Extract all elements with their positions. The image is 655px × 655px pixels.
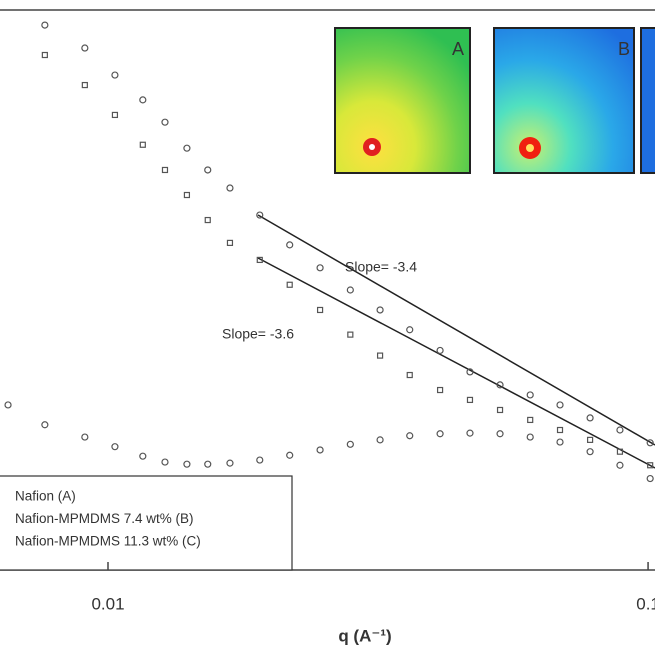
point	[556, 426, 564, 434]
point	[41, 51, 48, 59]
point	[466, 368, 474, 376]
point	[41, 21, 49, 29]
x-axis-label: q (A⁻¹)	[338, 626, 391, 645]
point	[376, 352, 384, 359]
point	[616, 426, 624, 434]
point	[139, 452, 147, 460]
point	[226, 459, 234, 467]
point	[226, 184, 234, 192]
point	[111, 111, 119, 119]
point	[161, 166, 169, 174]
inset-label: A	[452, 39, 464, 59]
point	[406, 326, 414, 334]
point	[256, 211, 264, 219]
data-marks	[4, 21, 654, 483]
point	[346, 286, 354, 294]
point	[647, 462, 654, 469]
inset-image	[334, 27, 471, 174]
point	[183, 144, 191, 152]
point	[183, 191, 191, 199]
legend-entry: Nafion (A)	[15, 489, 76, 504]
point	[406, 371, 413, 379]
point	[286, 281, 293, 288]
x-tick-label: 0.1	[636, 594, 655, 613]
legend: Nafion (A) Nafion-MPMDMS 7.4 wt% (B) Nafio…	[15, 489, 201, 549]
point	[316, 446, 324, 454]
legend-box	[0, 475, 293, 571]
point	[161, 458, 169, 466]
point	[111, 71, 119, 79]
point	[526, 391, 534, 399]
point	[556, 401, 564, 409]
fit-line	[257, 257, 655, 469]
point	[4, 401, 12, 409]
point	[139, 141, 146, 148]
point	[496, 430, 504, 438]
point	[316, 264, 324, 272]
point	[586, 436, 594, 443]
point	[41, 421, 49, 429]
point	[139, 96, 147, 104]
legend-entry: Nafion-MPMDMS 7.4 wt% (B)	[15, 511, 194, 526]
point	[347, 331, 354, 338]
fit-line	[257, 214, 655, 446]
point	[256, 456, 264, 464]
point	[616, 461, 624, 469]
point	[646, 439, 654, 447]
point	[527, 416, 534, 424]
point	[466, 429, 474, 437]
point	[436, 386, 444, 394]
point	[496, 381, 504, 389]
point	[226, 239, 234, 246]
inset-beamstop	[526, 144, 534, 152]
point	[346, 440, 354, 448]
point	[376, 436, 384, 444]
point	[616, 448, 624, 455]
inset-image	[493, 27, 635, 174]
point	[436, 346, 444, 355]
point	[436, 430, 444, 438]
point	[466, 396, 474, 404]
annotation: Slope= -3.4	[345, 259, 417, 275]
point	[406, 432, 414, 440]
point	[526, 433, 534, 441]
point	[204, 166, 212, 174]
point	[161, 118, 169, 126]
point	[586, 448, 594, 456]
point	[496, 406, 504, 414]
point	[256, 256, 263, 264]
point	[316, 306, 324, 314]
point	[556, 438, 564, 446]
inset-beamstop	[369, 144, 375, 150]
point	[81, 81, 88, 89]
point	[376, 306, 384, 314]
point	[646, 474, 654, 483]
point	[286, 241, 294, 249]
inset-label: B	[618, 39, 630, 59]
point	[81, 44, 89, 52]
inset-image	[640, 27, 655, 174]
point	[81, 433, 89, 441]
annotation: Slope= -3.6	[222, 326, 294, 342]
point	[111, 443, 119, 451]
point	[586, 414, 594, 422]
insets: A B	[334, 27, 655, 174]
point	[286, 451, 294, 459]
x-tick-label: 0.01	[91, 594, 124, 613]
point	[204, 460, 212, 468]
legend-entry: Nafion-MPMDMS 11.3 wt% (C)	[15, 534, 201, 549]
point	[204, 216, 211, 224]
point	[183, 460, 191, 468]
